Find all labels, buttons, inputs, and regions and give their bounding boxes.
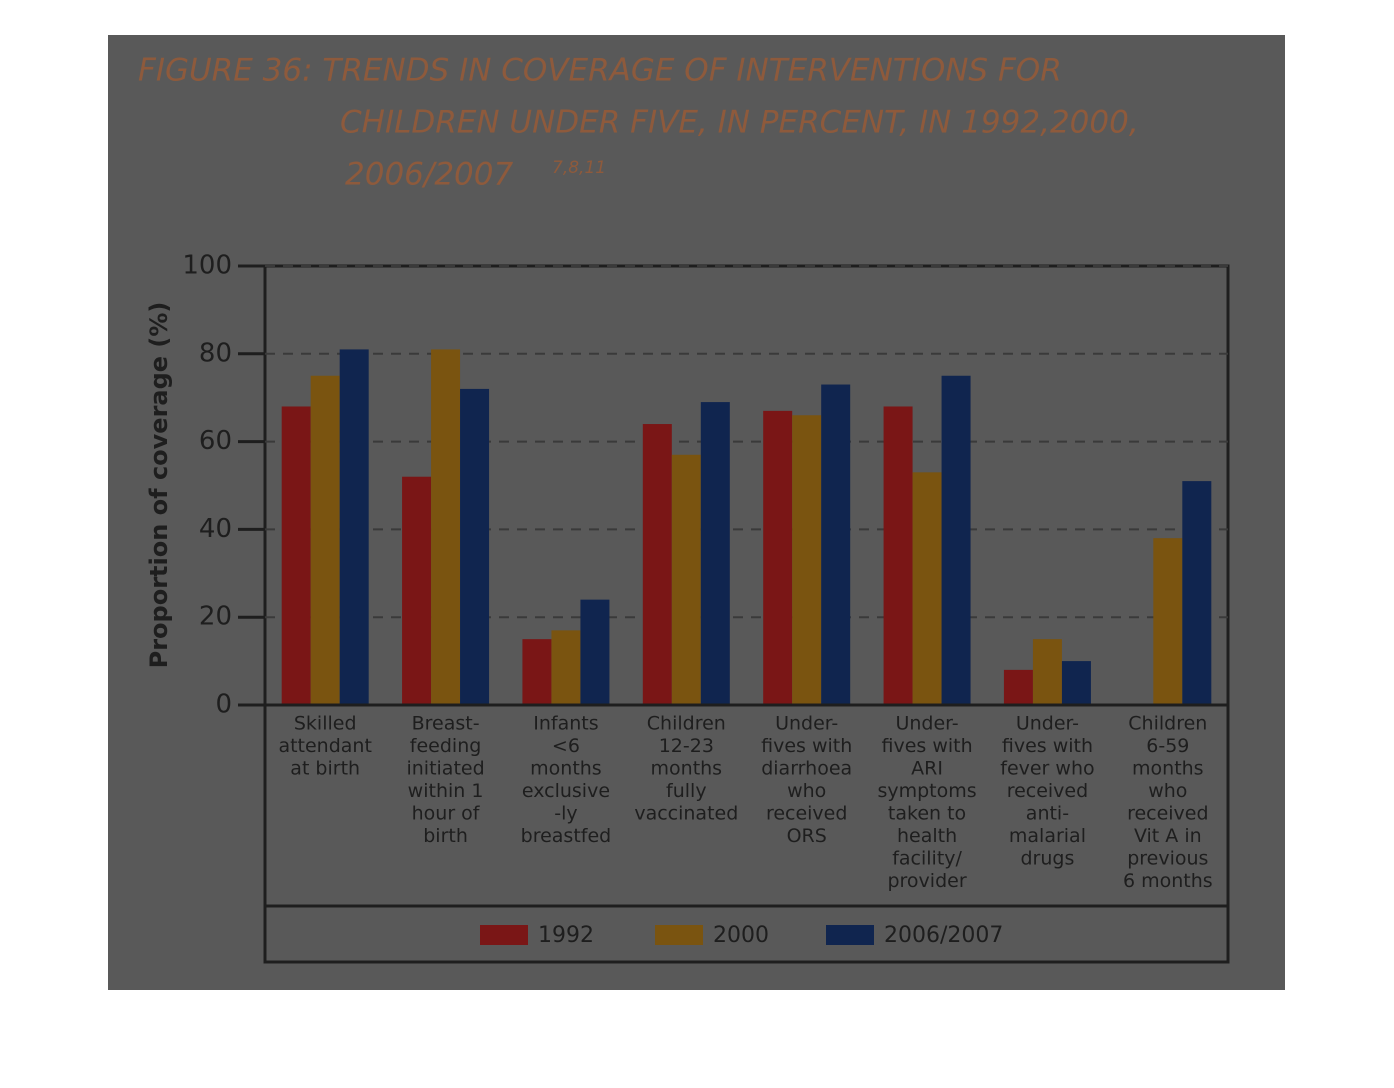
title-line: 2006/2007: [345, 157, 514, 193]
x-tick-label: ORS: [787, 825, 827, 847]
bar: [281, 406, 311, 705]
y-tick-label: 60: [199, 426, 232, 456]
x-tick-label: months: [651, 758, 723, 780]
x-tick-label: Vit A in: [1134, 825, 1202, 847]
x-tick-label: malarial: [1009, 825, 1086, 847]
x-tick-label: 6-59: [1146, 735, 1189, 757]
legend-swatch: [480, 925, 528, 945]
x-tick-label: Under-: [775, 713, 838, 735]
title: FIGURE 36: TRENDS IN COVERAGE OF INTERVE…: [138, 53, 1139, 193]
x-tick-label: fever who: [1000, 758, 1094, 780]
x-tick-label: months: [530, 758, 602, 780]
legend-label: 2006/2007: [884, 923, 1003, 948]
x-tick-label: birth: [423, 825, 468, 847]
bar: [1003, 669, 1033, 705]
x-tick-label: Children: [1128, 713, 1207, 735]
bar: [402, 476, 432, 705]
x-tick-label: received: [1007, 780, 1089, 802]
bar: [883, 406, 913, 705]
bar: [1153, 538, 1183, 705]
x-tick-label: diarrhoea: [761, 758, 852, 780]
frame: [263, 264, 1230, 964]
x-tick-label: hour of: [412, 803, 481, 825]
x-tick-label: facility/: [892, 848, 962, 870]
y-tick-label: 0: [215, 690, 232, 720]
x-tick-label: -ly: [554, 803, 577, 825]
x-tick-label: fives with: [881, 735, 972, 757]
y-tick-label: 80: [199, 338, 232, 368]
x-tick-label: <6: [552, 735, 580, 757]
x-tick-label: exclusive: [522, 780, 610, 802]
bar: [1032, 639, 1062, 705]
x-tick-label: received: [1127, 803, 1209, 825]
x-tick-label: 6 months: [1123, 870, 1213, 892]
x-tick-label: provider: [887, 870, 966, 892]
legend-label: 2000: [713, 923, 769, 948]
x-tick-label: Infants: [533, 713, 598, 735]
x-tick-label: symptoms: [877, 780, 976, 802]
title-line: CHILDREN UNDER FIVE, IN PERCENT, IN 1992…: [340, 105, 1139, 141]
title-line: FIGURE 36: TRENDS IN COVERAGE OF INTERVE…: [138, 53, 1062, 89]
y-tick-label: 20: [199, 602, 232, 632]
x-tick-label: within 1: [408, 780, 484, 802]
y-tick-label: 40: [199, 514, 232, 544]
bar: [551, 630, 581, 705]
x-tick-label: who: [1148, 780, 1187, 802]
legend-label: 1992: [538, 923, 594, 948]
x-tick-label: ARI: [911, 758, 943, 780]
bar: [310, 375, 340, 705]
x-tick-label: attendant: [278, 735, 371, 757]
bar: [763, 410, 793, 705]
x-tick-label: 12-23: [659, 735, 714, 757]
x-tick-label: drugs: [1021, 848, 1075, 870]
y-tick-label: 100: [182, 251, 232, 281]
bar: [671, 454, 701, 705]
x-tick-label: Skilled: [294, 713, 357, 735]
x-tick-label: breastfed: [521, 825, 612, 847]
title-superscript: 7,8,11: [552, 158, 606, 178]
bar: [1182, 481, 1212, 705]
legend-swatch: [655, 925, 703, 945]
x-tick-label: health: [897, 825, 957, 847]
bar: [700, 402, 730, 705]
x-tick-label: Children: [647, 713, 726, 735]
x-tick-label: previous: [1127, 848, 1208, 870]
bar: [431, 349, 461, 705]
x-tick-label: fives with: [1002, 735, 1093, 757]
bar: [522, 639, 552, 705]
x-tick-label: received: [766, 803, 848, 825]
y-axis-label: Proportion of coverage (%): [145, 302, 173, 669]
x-tick-label: taken to: [888, 803, 966, 825]
x-tick-label: Breast-: [412, 713, 480, 735]
x-tick-label: who: [787, 780, 826, 802]
bar: [941, 375, 971, 705]
legend-swatch: [826, 925, 874, 945]
bar: [580, 599, 610, 705]
x-tick-label: fully: [666, 780, 707, 802]
x-tick-label: vaccinated: [634, 803, 738, 825]
x-tick-label: months: [1132, 758, 1204, 780]
bar: [642, 424, 672, 705]
bar: [460, 388, 490, 705]
bar: [1061, 661, 1091, 705]
x-tick-label: anti-: [1026, 803, 1069, 825]
bar: [792, 415, 822, 705]
x-tick-label: Under-: [1016, 713, 1079, 735]
x-tick-label: feeding: [410, 735, 482, 757]
x-tick-label: fives with: [761, 735, 852, 757]
x-tick-label: at birth: [290, 758, 360, 780]
bar: [912, 472, 942, 705]
x-tick-label: initiated: [406, 758, 484, 780]
x-tick-label: Under-: [895, 713, 958, 735]
bar: [821, 384, 851, 705]
bar: [339, 349, 369, 705]
